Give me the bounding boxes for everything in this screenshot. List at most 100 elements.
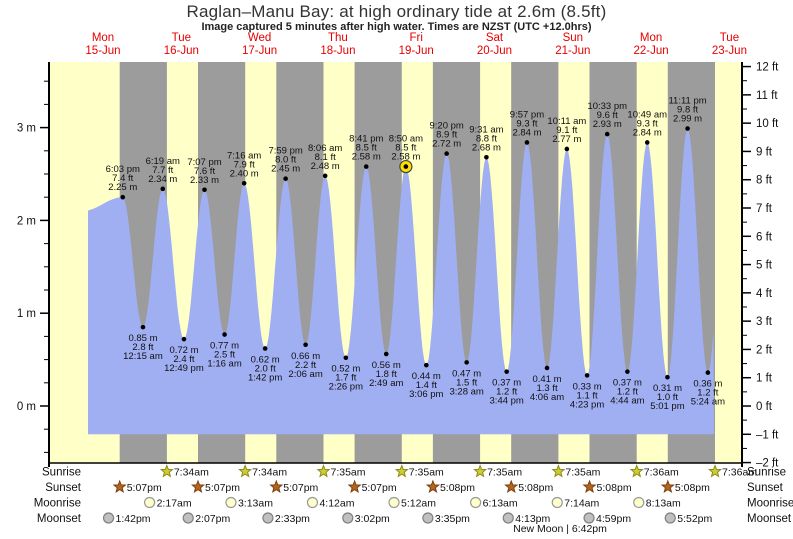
day-label-date: 19-Jun — [399, 45, 434, 57]
moonset-icon — [262, 512, 274, 524]
day-label-date: 22-Jun — [634, 45, 669, 57]
sunset-time: 5:08pm — [518, 482, 553, 494]
low-tide-time: 3:28 am — [449, 386, 483, 397]
low-tide-m: 0.33 m — [573, 381, 602, 392]
low-tide-time: 5:24 am — [691, 397, 725, 408]
low-tide-time: 2:06 am — [288, 369, 322, 380]
high-tide-time: 8:06 am — [308, 143, 342, 154]
sunset-icon — [269, 479, 284, 494]
sunrise-icon — [159, 464, 174, 478]
high-tide-ft: 8.9 ft — [436, 130, 457, 141]
low-tide-ft: 1.4 ft — [416, 380, 437, 391]
moonrise-icon — [470, 496, 482, 509]
moonset-time: 1:42pm — [116, 513, 151, 525]
sunset-icon — [582, 479, 597, 494]
high-tide-ft: 8.0 ft — [275, 155, 296, 166]
astro-row-label-left: Moonset — [37, 513, 82, 525]
sunset-icon — [191, 479, 205, 494]
tide-point — [241, 180, 247, 186]
low-tide-m: 0.41 m — [533, 374, 562, 385]
tide-point — [524, 140, 530, 145]
sunrise-time: 7:34am — [252, 467, 287, 479]
high-tide-time: 6:03 pm — [106, 164, 140, 175]
tide-point — [363, 164, 369, 169]
sunset-icon — [112, 479, 127, 494]
axis-label-left: 0 m — [17, 401, 36, 413]
tide-point — [403, 164, 409, 169]
high-tide-m: 2.99 m — [673, 114, 702, 125]
low-tide-ft: 2.0 ft — [255, 363, 276, 374]
axis-label-right: 7 ft — [756, 203, 773, 215]
moonset-icon — [342, 512, 354, 524]
high-tide-time: 10:49 am — [627, 109, 667, 120]
high-tide-time: 10:11 am — [547, 116, 586, 127]
sunrise-time: 7:35am — [565, 467, 600, 479]
sunset-time: 5:07pm — [283, 482, 318, 494]
moonset-time: 2:33pm — [275, 513, 310, 525]
day-label: Wed — [248, 32, 271, 44]
low-tide-m: 0.31 m — [653, 383, 682, 394]
day-label-date: 15-Jun — [85, 45, 120, 57]
low-tide-ft: 1.2 ft — [617, 387, 638, 398]
high-tide-time: 10:33 pm — [587, 101, 627, 112]
moonset-time: 3:02pm — [355, 513, 390, 525]
tide-point — [120, 194, 126, 200]
tide-curve — [88, 129, 715, 435]
high-tide-m: 2.48 m — [311, 161, 340, 172]
moonrise-icon — [143, 496, 156, 509]
low-tide-time: 2:49 am — [369, 378, 403, 389]
low-tide-time: 2:26 pm — [329, 382, 363, 393]
high-tide-m: 2.68 m — [472, 142, 501, 153]
low-tide-ft: 1.2 ft — [496, 387, 517, 398]
day-label: Mon — [640, 32, 662, 44]
low-tide-ft: 2.4 ft — [173, 354, 194, 365]
high-tide-time: 7:16 am — [227, 150, 261, 161]
high-tide-m: 2.33 m — [190, 175, 219, 186]
high-tide-m: 2.84 m — [633, 127, 662, 138]
sunset-time: 5:08pm — [675, 482, 710, 494]
low-tide-ft: 1.8 ft — [376, 369, 397, 380]
axis-label-right: 1 ft — [756, 373, 773, 385]
moonrise-time: 6:13am — [483, 498, 518, 510]
low-tide-m: 0.66 m — [291, 351, 320, 362]
moonset-time: 3:35pm — [435, 513, 470, 525]
high-tide-time: 9:31 am — [469, 124, 503, 135]
high-tide-time: 9:57 pm — [510, 109, 544, 120]
high-tide-ft: 9.3 ft — [516, 118, 537, 129]
moonset-icon — [583, 512, 595, 524]
tide-point — [625, 369, 630, 374]
day-label-date: 16-Jun — [164, 45, 199, 57]
high-tide-m: 2.77 m — [552, 134, 581, 145]
moonrise-time: 8:13am — [646, 498, 681, 510]
axis-label-right: –2 ft — [756, 458, 779, 470]
low-tide-m: 0.47 m — [452, 368, 481, 379]
axis-label-right: 11 ft — [756, 90, 778, 102]
high-tide-ft: 8.5 ft — [395, 143, 416, 154]
day-label-date: 21-Jun — [555, 45, 590, 57]
low-tide-time: 4:06 am — [530, 392, 564, 403]
moonset-time: 4:59pm — [596, 513, 631, 525]
low-tide-m: 0.72 m — [169, 345, 198, 356]
sunset-time: 5:08pm — [440, 482, 475, 494]
tide-point — [665, 374, 670, 380]
sunrise-time: 7:35am — [487, 467, 522, 479]
low-tide-time: 4:23 pm — [570, 399, 604, 410]
axis-label-right: 0 ft — [756, 401, 773, 413]
sunrise-icon — [551, 464, 566, 478]
low-tide-ft: 1.1 ft — [577, 390, 598, 401]
day-label-date: 23-Jun — [712, 45, 747, 57]
low-tide-m: 0.77 m — [210, 341, 239, 352]
low-tide-ft: 1.0 ft — [657, 392, 678, 403]
axis-label-left: 3 m — [17, 123, 36, 135]
moonrise-time: 3:13am — [238, 498, 273, 510]
moonset-icon — [182, 512, 194, 524]
sunset-icon — [660, 479, 675, 494]
low-tide-m: 0.56 m — [372, 360, 401, 371]
sunrise-icon — [394, 464, 409, 478]
low-tide-time: 3:44 pm — [490, 396, 524, 407]
sunrise-icon — [629, 464, 644, 478]
day-label: Fri — [409, 32, 422, 44]
astro-row-label-right: Moonrise — [747, 498, 793, 510]
moonset-time: 2:07pm — [195, 513, 230, 525]
